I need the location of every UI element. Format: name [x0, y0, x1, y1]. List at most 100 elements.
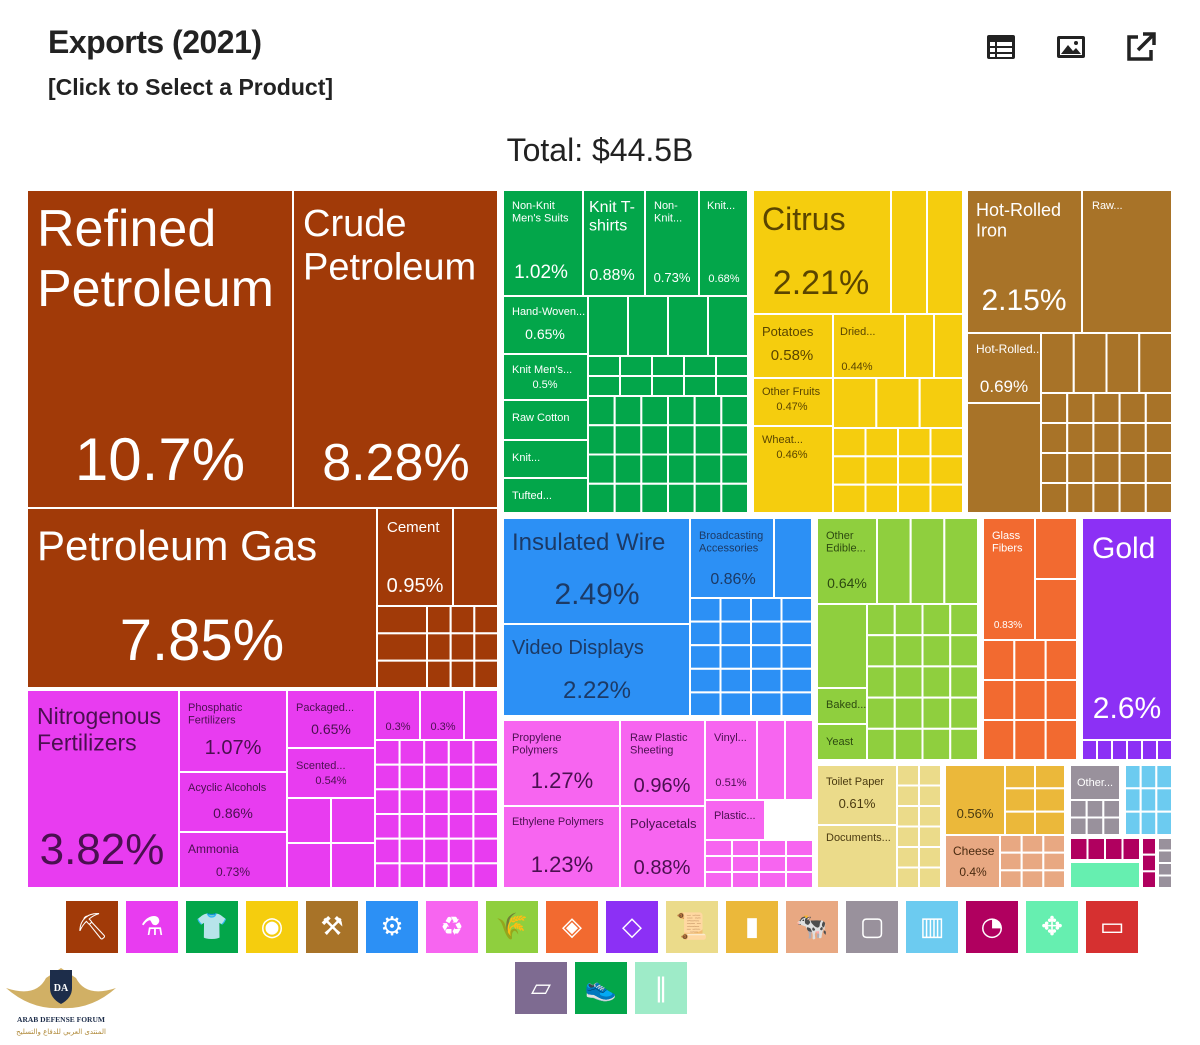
- treemap-small-cell[interactable]: [1124, 810, 1142, 837]
- treemap-small-cell[interactable]: [447, 862, 475, 889]
- treemap-small-cell[interactable]: [683, 375, 717, 397]
- treemap-small-cell[interactable]: [750, 620, 783, 647]
- treemap-small-cell[interactable]: [750, 667, 783, 694]
- treemap-small-cell[interactable]: [330, 797, 376, 844]
- treemap-small-cell[interactable]: [1013, 639, 1047, 681]
- treemap-small-cell[interactable]: [949, 727, 979, 761]
- cell-knit-tshirts[interactable]: [582, 189, 646, 297]
- treemap-small-cell[interactable]: [720, 424, 749, 456]
- treemap-small-cell[interactable]: [463, 689, 499, 741]
- ammunition-icon[interactable]: ‖: [635, 962, 687, 1014]
- treemap-small-cell[interactable]: [921, 634, 952, 668]
- treemap-small-cell[interactable]: [1081, 739, 1098, 761]
- treemap-small-cell[interactable]: [785, 871, 814, 889]
- treemap-small-cell[interactable]: [1144, 482, 1174, 514]
- cell-knit-mens[interactable]: [502, 353, 589, 401]
- treemap-small-cell[interactable]: [1066, 452, 1095, 484]
- treemap-small-cell[interactable]: [893, 727, 924, 761]
- animal-products-icon[interactable]: 🐄: [786, 901, 838, 953]
- treemap-small-cell[interactable]: [587, 355, 621, 377]
- treemap-small-cell[interactable]: [949, 696, 979, 730]
- treemap-small-cell[interactable]: [613, 453, 643, 485]
- treemap-small-cell[interactable]: [1157, 837, 1173, 852]
- treemap-small-cell[interactable]: [587, 453, 616, 485]
- treemap-small-cell[interactable]: [1040, 392, 1069, 424]
- treemap-small-cell[interactable]: [1066, 422, 1095, 454]
- treemap-small-cell[interactable]: [704, 871, 733, 889]
- cell-hot-rolled-2[interactable]: [966, 332, 1042, 404]
- cell-wheat[interactable]: [752, 425, 834, 514]
- paper-goods-icon[interactable]: 📜: [666, 901, 718, 953]
- treemap-small-cell[interactable]: [587, 295, 629, 357]
- cell-toilet-paper[interactable]: [816, 764, 898, 826]
- treemap-small-cell[interactable]: [999, 869, 1023, 889]
- treemap-small-cell[interactable]: [1118, 452, 1147, 484]
- treemap-small-cell[interactable]: [667, 395, 696, 427]
- treemap-small-cell[interactable]: [683, 355, 717, 377]
- mineral-products-icon[interactable]: ⛏: [66, 901, 118, 953]
- treemap-small-cell[interactable]: [667, 482, 696, 514]
- treemap-small-cell[interactable]: [1139, 810, 1158, 837]
- treemap-small-cell[interactable]: [785, 839, 814, 857]
- treemap-small-cell[interactable]: [756, 719, 786, 801]
- transportation-icon[interactable]: ▥: [906, 901, 958, 953]
- treemap-small-cell[interactable]: [933, 313, 964, 379]
- treemap-small-cell[interactable]: [1034, 517, 1078, 580]
- treemap-small-cell[interactable]: [1069, 799, 1088, 819]
- treemap-small-cell[interactable]: [731, 839, 760, 857]
- treemap-small-cell[interactable]: [449, 632, 476, 662]
- treemap-small-cell[interactable]: [693, 453, 723, 485]
- treemap-small-cell[interactable]: [1139, 787, 1158, 813]
- treemap-small-cell[interactable]: [904, 313, 935, 379]
- treemap-small-cell[interactable]: [472, 813, 499, 840]
- treemap-small-cell[interactable]: [426, 659, 452, 690]
- treemap-small-cell[interactable]: [909, 517, 946, 605]
- machines-icon[interactable]: ⚙: [366, 901, 418, 953]
- treemap-small-cell[interactable]: [1040, 422, 1069, 454]
- treemap-small-cell[interactable]: [949, 665, 979, 699]
- cell-knit[interactable]: [698, 189, 749, 297]
- treemap-small-cell[interactable]: [1044, 639, 1078, 681]
- treemap-small-cell[interactable]: [897, 483, 932, 514]
- treemap-small-cell[interactable]: [866, 634, 896, 668]
- cell-cement[interactable]: [376, 507, 454, 607]
- treemap-small-cell[interactable]: [1141, 870, 1157, 889]
- vegetable-products-icon[interactable]: ◉: [246, 901, 298, 953]
- treemap-small-cell[interactable]: [587, 375, 621, 397]
- treemap-small-cell[interactable]: [1072, 332, 1108, 394]
- treemap-small-cell[interactable]: [758, 839, 787, 857]
- treemap-cell[interactable]: [944, 764, 1006, 836]
- treemap-small-cell[interactable]: [1004, 810, 1036, 837]
- treemap-small-cell[interactable]: [918, 784, 942, 807]
- treemap-small-cell[interactable]: [866, 603, 896, 637]
- treemap-small-cell[interactable]: [1155, 787, 1174, 813]
- cell-nitrogenous-fertilizers[interactable]: [26, 689, 180, 889]
- treemap-small-cell[interactable]: [893, 665, 924, 699]
- treemap-small-cell[interactable]: [640, 424, 669, 456]
- cell-video-displays[interactable]: [502, 623, 691, 717]
- treemap-small-cell[interactable]: [1138, 332, 1173, 394]
- treemap-small-cell[interactable]: [1144, 392, 1174, 424]
- cell-knit-2[interactable]: [502, 439, 589, 479]
- treemap-small-cell[interactable]: [1102, 816, 1122, 836]
- treemap-small-cell[interactable]: [1124, 764, 1142, 790]
- treemap-small-cell[interactable]: [1034, 578, 1078, 641]
- treemap-small-cell[interactable]: [651, 355, 685, 377]
- treemap-small-cell[interactable]: [1118, 482, 1147, 514]
- treemap-small-cell[interactable]: [999, 834, 1023, 854]
- treemap-small-cell[interactable]: [374, 788, 401, 815]
- treemap-small-cell[interactable]: [398, 837, 426, 865]
- precious-metals-icon[interactable]: ◇: [606, 901, 658, 953]
- treemap-small-cell[interactable]: [1124, 787, 1142, 813]
- wood-products-icon[interactable]: ▢: [846, 901, 898, 953]
- treemap-small-cell[interactable]: [640, 482, 669, 514]
- treemap-small-cell[interactable]: [832, 483, 867, 514]
- treemap-small-cell[interactable]: [720, 482, 749, 514]
- cell-phosphatic[interactable]: [178, 689, 288, 773]
- treemap-small-cell[interactable]: [896, 805, 920, 828]
- treemap-small-cell[interactable]: [896, 784, 920, 807]
- treemap-small-cell[interactable]: [667, 295, 709, 357]
- treemap-small-cell[interactable]: [780, 644, 813, 670]
- treemap-small-cell[interactable]: [785, 855, 814, 873]
- treemap-small-cell[interactable]: [374, 739, 401, 766]
